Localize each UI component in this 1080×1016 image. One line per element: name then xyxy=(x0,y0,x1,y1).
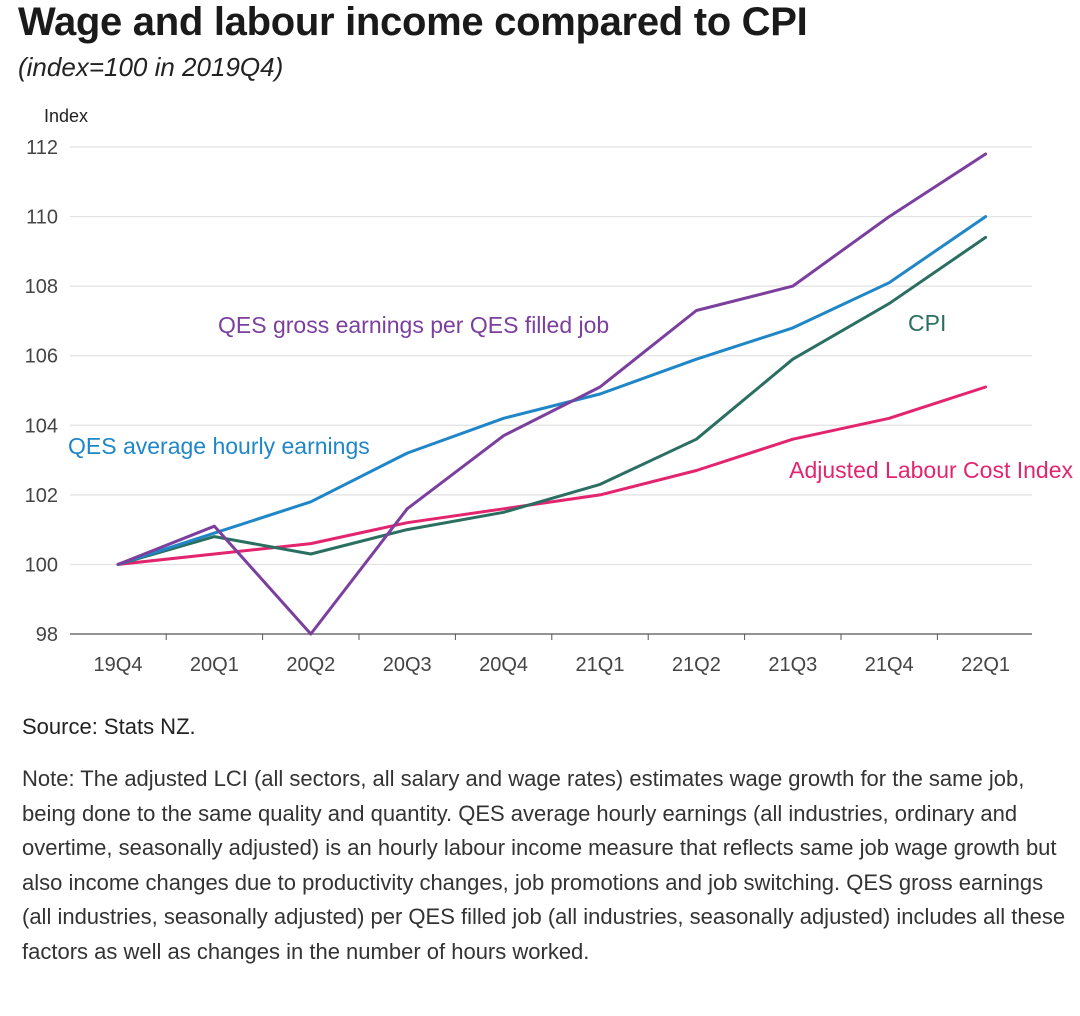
series-line-cpi xyxy=(116,235,988,566)
x-tick-label: 20Q4 xyxy=(479,654,528,676)
y-tick-label: 106 xyxy=(25,346,58,368)
series-lines xyxy=(116,152,988,636)
y-tick-label: 110 xyxy=(26,207,58,229)
grid-lines xyxy=(70,146,1032,566)
source-text: Source: Stats NZ. xyxy=(22,714,196,739)
y-tick-label: 102 xyxy=(25,485,58,507)
y-tick-label: 98 xyxy=(36,624,58,646)
series-label-qes-average-hourly-earnings: QES average hourly earnings xyxy=(68,433,370,459)
y-tick-label: 112 xyxy=(26,137,58,159)
x-tick-label: 21Q2 xyxy=(672,654,721,676)
x-tick-label: 21Q3 xyxy=(768,654,817,676)
y-tick-label: 108 xyxy=(25,276,58,298)
x-tick-label: 20Q2 xyxy=(286,654,335,676)
note-text: Note: The adjusted LCI (all sectors, all… xyxy=(22,766,1066,964)
series-label-adjusted-labour-cost-index: Adjusted Labour Cost Index xyxy=(789,457,1073,483)
series-line-adjusted-labour-cost-index xyxy=(116,385,988,566)
y-tick-label: 104 xyxy=(25,415,58,437)
series-line-qes-average-hourly-earnings xyxy=(116,215,988,566)
y-axis-label: Index xyxy=(44,106,88,126)
series-labels: QES gross earnings per QES filled job QES… xyxy=(68,310,1073,483)
x-tick-label: 20Q1 xyxy=(190,654,239,676)
chart-subtitle: (index=100 in 2019Q4) xyxy=(18,52,284,82)
chart-title: Wage and labour income compared to CPI xyxy=(18,0,808,44)
axes: Index 98 100 102 104 106 108 110 112 19Q4 20Q1 20Q2… xyxy=(25,106,1032,676)
x-tick-label: 20Q3 xyxy=(383,654,432,676)
x-tick-label: 21Q1 xyxy=(576,654,625,676)
series-line-qes-gross-earnings-per-qes-filled-job xyxy=(116,152,988,636)
line-chart: Index 98 100 102 104 106 108 110 112 19Q4 20Q1 20Q2… xyxy=(25,106,1074,676)
x-tick-label: 22Q1 xyxy=(961,654,1010,676)
x-tick-label: 21Q4 xyxy=(865,654,914,676)
y-tick-label: 100 xyxy=(25,554,58,576)
series-label-qes-gross-earnings-per-qes-filled-job: QES gross earnings per QES filled job xyxy=(218,312,609,338)
series-label-cpi: CPI xyxy=(908,310,946,336)
x-tick-label: 19Q4 xyxy=(94,654,143,676)
